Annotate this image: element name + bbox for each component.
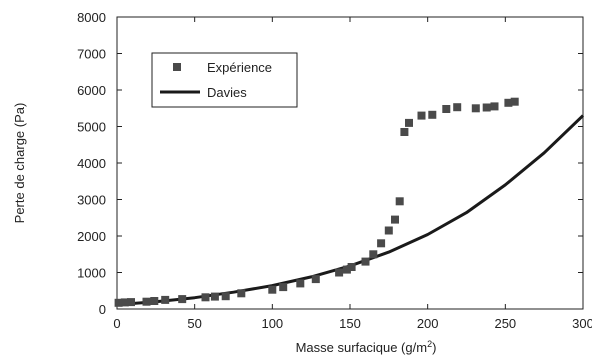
legend-box bbox=[151, 52, 298, 108]
data-point-experience bbox=[311, 275, 320, 284]
data-point-experience bbox=[237, 289, 246, 298]
data-point-experience bbox=[405, 118, 413, 127]
data-point-experience bbox=[395, 197, 404, 206]
data-point-experience bbox=[114, 298, 123, 307]
data-point-experience bbox=[279, 283, 288, 292]
x-tick-label: 250 bbox=[494, 316, 516, 331]
x-tick-label: 0 bbox=[113, 316, 120, 331]
data-point-experience bbox=[369, 250, 378, 259]
data-point-experience bbox=[400, 128, 409, 136]
data-point-experience bbox=[268, 285, 277, 294]
x-tick-label: 200 bbox=[417, 316, 439, 331]
data-point-experience bbox=[178, 295, 187, 304]
y-tick-label: 7000 bbox=[77, 47, 106, 62]
legend-label-experience: Expérience bbox=[207, 60, 272, 75]
data-point-experience bbox=[142, 297, 151, 306]
data-point-experience bbox=[127, 298, 135, 307]
x-tick-label: 50 bbox=[187, 316, 201, 331]
data-point-experience bbox=[482, 103, 491, 112]
legend-label-davies: Davies bbox=[207, 85, 247, 100]
data-point-experience bbox=[210, 292, 219, 301]
data-point-experience bbox=[471, 104, 480, 113]
y-tick-label: 2000 bbox=[77, 229, 106, 244]
y-axis: 0 1000 2000 3000 4000 5000 6000 7000 8000 bbox=[77, 10, 583, 317]
data-point-experience bbox=[221, 292, 230, 301]
data-point-experience bbox=[504, 98, 513, 107]
data-point-experience bbox=[296, 279, 305, 288]
data-point-experience bbox=[510, 97, 519, 106]
data-point-experience bbox=[201, 293, 210, 302]
y-tick-label: 6000 bbox=[77, 83, 106, 98]
data-point-experience bbox=[384, 226, 393, 235]
data-point-experience bbox=[361, 257, 370, 266]
y-tick-label: 8000 bbox=[77, 10, 106, 25]
series-group bbox=[114, 97, 585, 307]
y-tick-label: 1000 bbox=[77, 266, 106, 281]
data-point-experience bbox=[490, 102, 499, 111]
x-tick-label: 300 bbox=[572, 316, 592, 331]
data-point-experience bbox=[442, 105, 451, 113]
data-point-experience bbox=[417, 111, 426, 120]
data-point-experience bbox=[377, 239, 386, 248]
series-line-davies bbox=[116, 114, 585, 307]
x-tick-label: 150 bbox=[339, 316, 361, 331]
data-point-experience bbox=[150, 297, 159, 305]
x-axis-title: Masse surfacique (g/m2) bbox=[296, 339, 437, 355]
legend: Expérience Davies bbox=[151, 52, 298, 108]
data-point-experience bbox=[335, 268, 344, 277]
data-point-experience bbox=[161, 295, 170, 304]
data-point-experience bbox=[347, 263, 356, 271]
data-point-experience bbox=[391, 215, 399, 224]
data-point-experience bbox=[120, 298, 129, 307]
data-point-experience bbox=[453, 103, 462, 112]
y-tick-label: 5000 bbox=[77, 120, 106, 135]
y-axis-title: Perte de charge (Pa) bbox=[12, 103, 27, 224]
y-tick-label: 3000 bbox=[77, 193, 106, 208]
data-point-experience bbox=[428, 110, 437, 119]
x-tick-label: 100 bbox=[261, 316, 283, 331]
data-point-experience bbox=[342, 265, 351, 274]
y-tick-label: 0 bbox=[99, 302, 106, 317]
y-tick-label: 4000 bbox=[77, 156, 106, 171]
legend-marker-experience bbox=[173, 63, 181, 71]
x-axis: 0 50 100 150 200 250 300 bbox=[113, 17, 592, 331]
